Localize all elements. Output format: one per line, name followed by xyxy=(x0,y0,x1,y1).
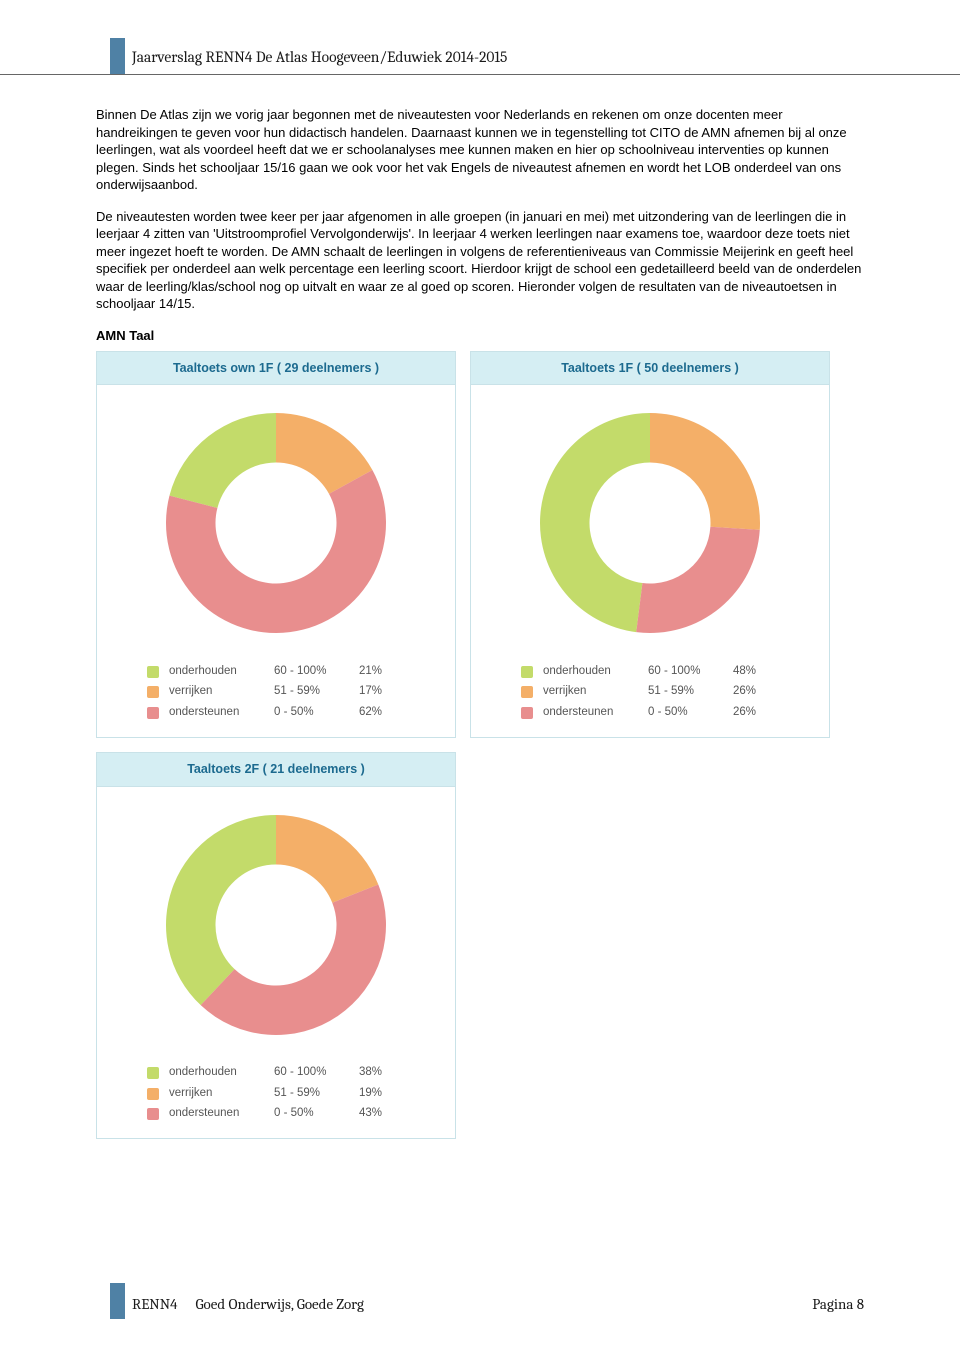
footer-left: RENN4 Goed Onderwijs, Goede Zorg xyxy=(96,1295,364,1313)
chart-title: Taaltoets own 1F ( 29 deelnemers ) xyxy=(97,352,455,386)
donut-segment-verrijken xyxy=(650,413,760,530)
chart-body xyxy=(97,787,455,1055)
legend-percent: 48% xyxy=(733,664,778,680)
paragraph-1: Binnen De Atlas zijn we vorig jaar begon… xyxy=(96,106,864,194)
page-container: Jaarverslag RENN4 De Atlas Hoogeveen/Edu… xyxy=(0,0,960,1139)
legend-row: onderhouden60 - 100%48% xyxy=(521,661,811,682)
chart-body xyxy=(471,385,829,653)
legend-range: 51 - 59% xyxy=(648,684,733,700)
chart-card-0: Taaltoets own 1F ( 29 deelnemers ) onderh… xyxy=(96,351,456,738)
donut-segment-verrijken xyxy=(276,815,378,903)
legend-range: 60 - 100% xyxy=(274,664,359,680)
donut-segment-onderhouden xyxy=(540,413,650,632)
legend-swatch xyxy=(147,1088,159,1100)
donut-segment-ondersteunen xyxy=(636,527,760,633)
legend-label: verrijken xyxy=(543,684,648,700)
legend-percent: 62% xyxy=(359,705,404,721)
footer-page-number: Pagina 8 xyxy=(812,1295,864,1313)
footer-org: RENN4 xyxy=(132,1295,177,1313)
paragraph-2: De niveautesten worden twee keer per jaa… xyxy=(96,208,864,313)
legend-range: 51 - 59% xyxy=(274,684,359,700)
legend-label: ondersteunen xyxy=(543,705,648,721)
legend-label: ondersteunen xyxy=(169,1106,274,1122)
legend-swatch xyxy=(521,686,533,698)
chart-grid: Taaltoets own 1F ( 29 deelnemers ) onderh… xyxy=(96,351,864,1140)
donut-segment-ondersteunen xyxy=(201,884,386,1034)
legend-row: verrijken51 - 59%19% xyxy=(147,1083,437,1104)
legend-label: onderhouden xyxy=(169,664,274,680)
legend-range: 0 - 50% xyxy=(274,1106,359,1122)
chart-body xyxy=(97,385,455,653)
chart-card-2: Taaltoets 2F ( 21 deelnemers ) onderhoude… xyxy=(96,752,456,1139)
section-title-amn-taal: AMN Taal xyxy=(96,327,864,345)
legend-row: onderhouden60 - 100%38% xyxy=(147,1063,437,1084)
legend-swatch xyxy=(147,1067,159,1079)
chart-legend: onderhouden60 - 100%38%verrijken51 - 59%… xyxy=(97,1055,455,1139)
footer-tagline: Goed Onderwijs, Goede Zorg xyxy=(195,1295,363,1313)
legend-swatch xyxy=(147,707,159,719)
donut-segment-onderhouden xyxy=(166,815,276,1005)
legend-label: onderhouden xyxy=(169,1065,274,1081)
legend-percent: 26% xyxy=(733,684,778,700)
legend-row: verrijken51 - 59%26% xyxy=(521,682,811,703)
chart-title: Taaltoets 2F ( 21 deelnemers ) xyxy=(97,753,455,787)
legend-range: 60 - 100% xyxy=(648,664,733,680)
content-area: Binnen De Atlas zijn we vorig jaar begon… xyxy=(96,106,864,1139)
legend-percent: 26% xyxy=(733,705,778,721)
legend-row: ondersteunen0 - 50%26% xyxy=(521,702,811,723)
donut-segment-onderhouden xyxy=(169,413,276,508)
legend-range: 0 - 50% xyxy=(274,705,359,721)
legend-swatch xyxy=(147,1108,159,1120)
legend-swatch xyxy=(521,707,533,719)
legend-range: 51 - 59% xyxy=(274,1086,359,1102)
footer: RENN4 Goed Onderwijs, Goede Zorg Pagina … xyxy=(96,1295,864,1313)
chart-legend: onderhouden60 - 100%48%verrijken51 - 59%… xyxy=(471,653,829,737)
header-rule xyxy=(0,74,960,75)
page-header-title: Jaarverslag RENN4 De Atlas Hoogeveen/Edu… xyxy=(132,48,864,72)
donut-chart xyxy=(530,403,770,643)
legend-row: ondersteunen0 - 50%62% xyxy=(147,702,437,723)
legend-row: verrijken51 - 59%17% xyxy=(147,682,437,703)
legend-label: verrijken xyxy=(169,684,274,700)
legend-swatch xyxy=(147,666,159,678)
legend-percent: 19% xyxy=(359,1086,404,1102)
legend-percent: 43% xyxy=(359,1106,404,1122)
legend-label: verrijken xyxy=(169,1086,274,1102)
donut-chart xyxy=(156,805,396,1045)
legend-label: ondersteunen xyxy=(169,705,274,721)
donut-chart xyxy=(156,403,396,643)
chart-legend: onderhouden60 - 100%21%verrijken51 - 59%… xyxy=(97,653,455,737)
legend-label: onderhouden xyxy=(543,664,648,680)
legend-row: onderhouden60 - 100%21% xyxy=(147,661,437,682)
chart-title: Taaltoets 1F ( 50 deelnemers ) xyxy=(471,352,829,386)
chart-card-1: Taaltoets 1F ( 50 deelnemers ) onderhoude… xyxy=(470,351,830,738)
legend-row: ondersteunen0 - 50%43% xyxy=(147,1104,437,1125)
legend-swatch xyxy=(521,666,533,678)
legend-range: 60 - 100% xyxy=(274,1065,359,1081)
legend-percent: 17% xyxy=(359,684,404,700)
legend-percent: 38% xyxy=(359,1065,404,1081)
legend-range: 0 - 50% xyxy=(648,705,733,721)
legend-percent: 21% xyxy=(359,664,404,680)
legend-swatch xyxy=(147,686,159,698)
